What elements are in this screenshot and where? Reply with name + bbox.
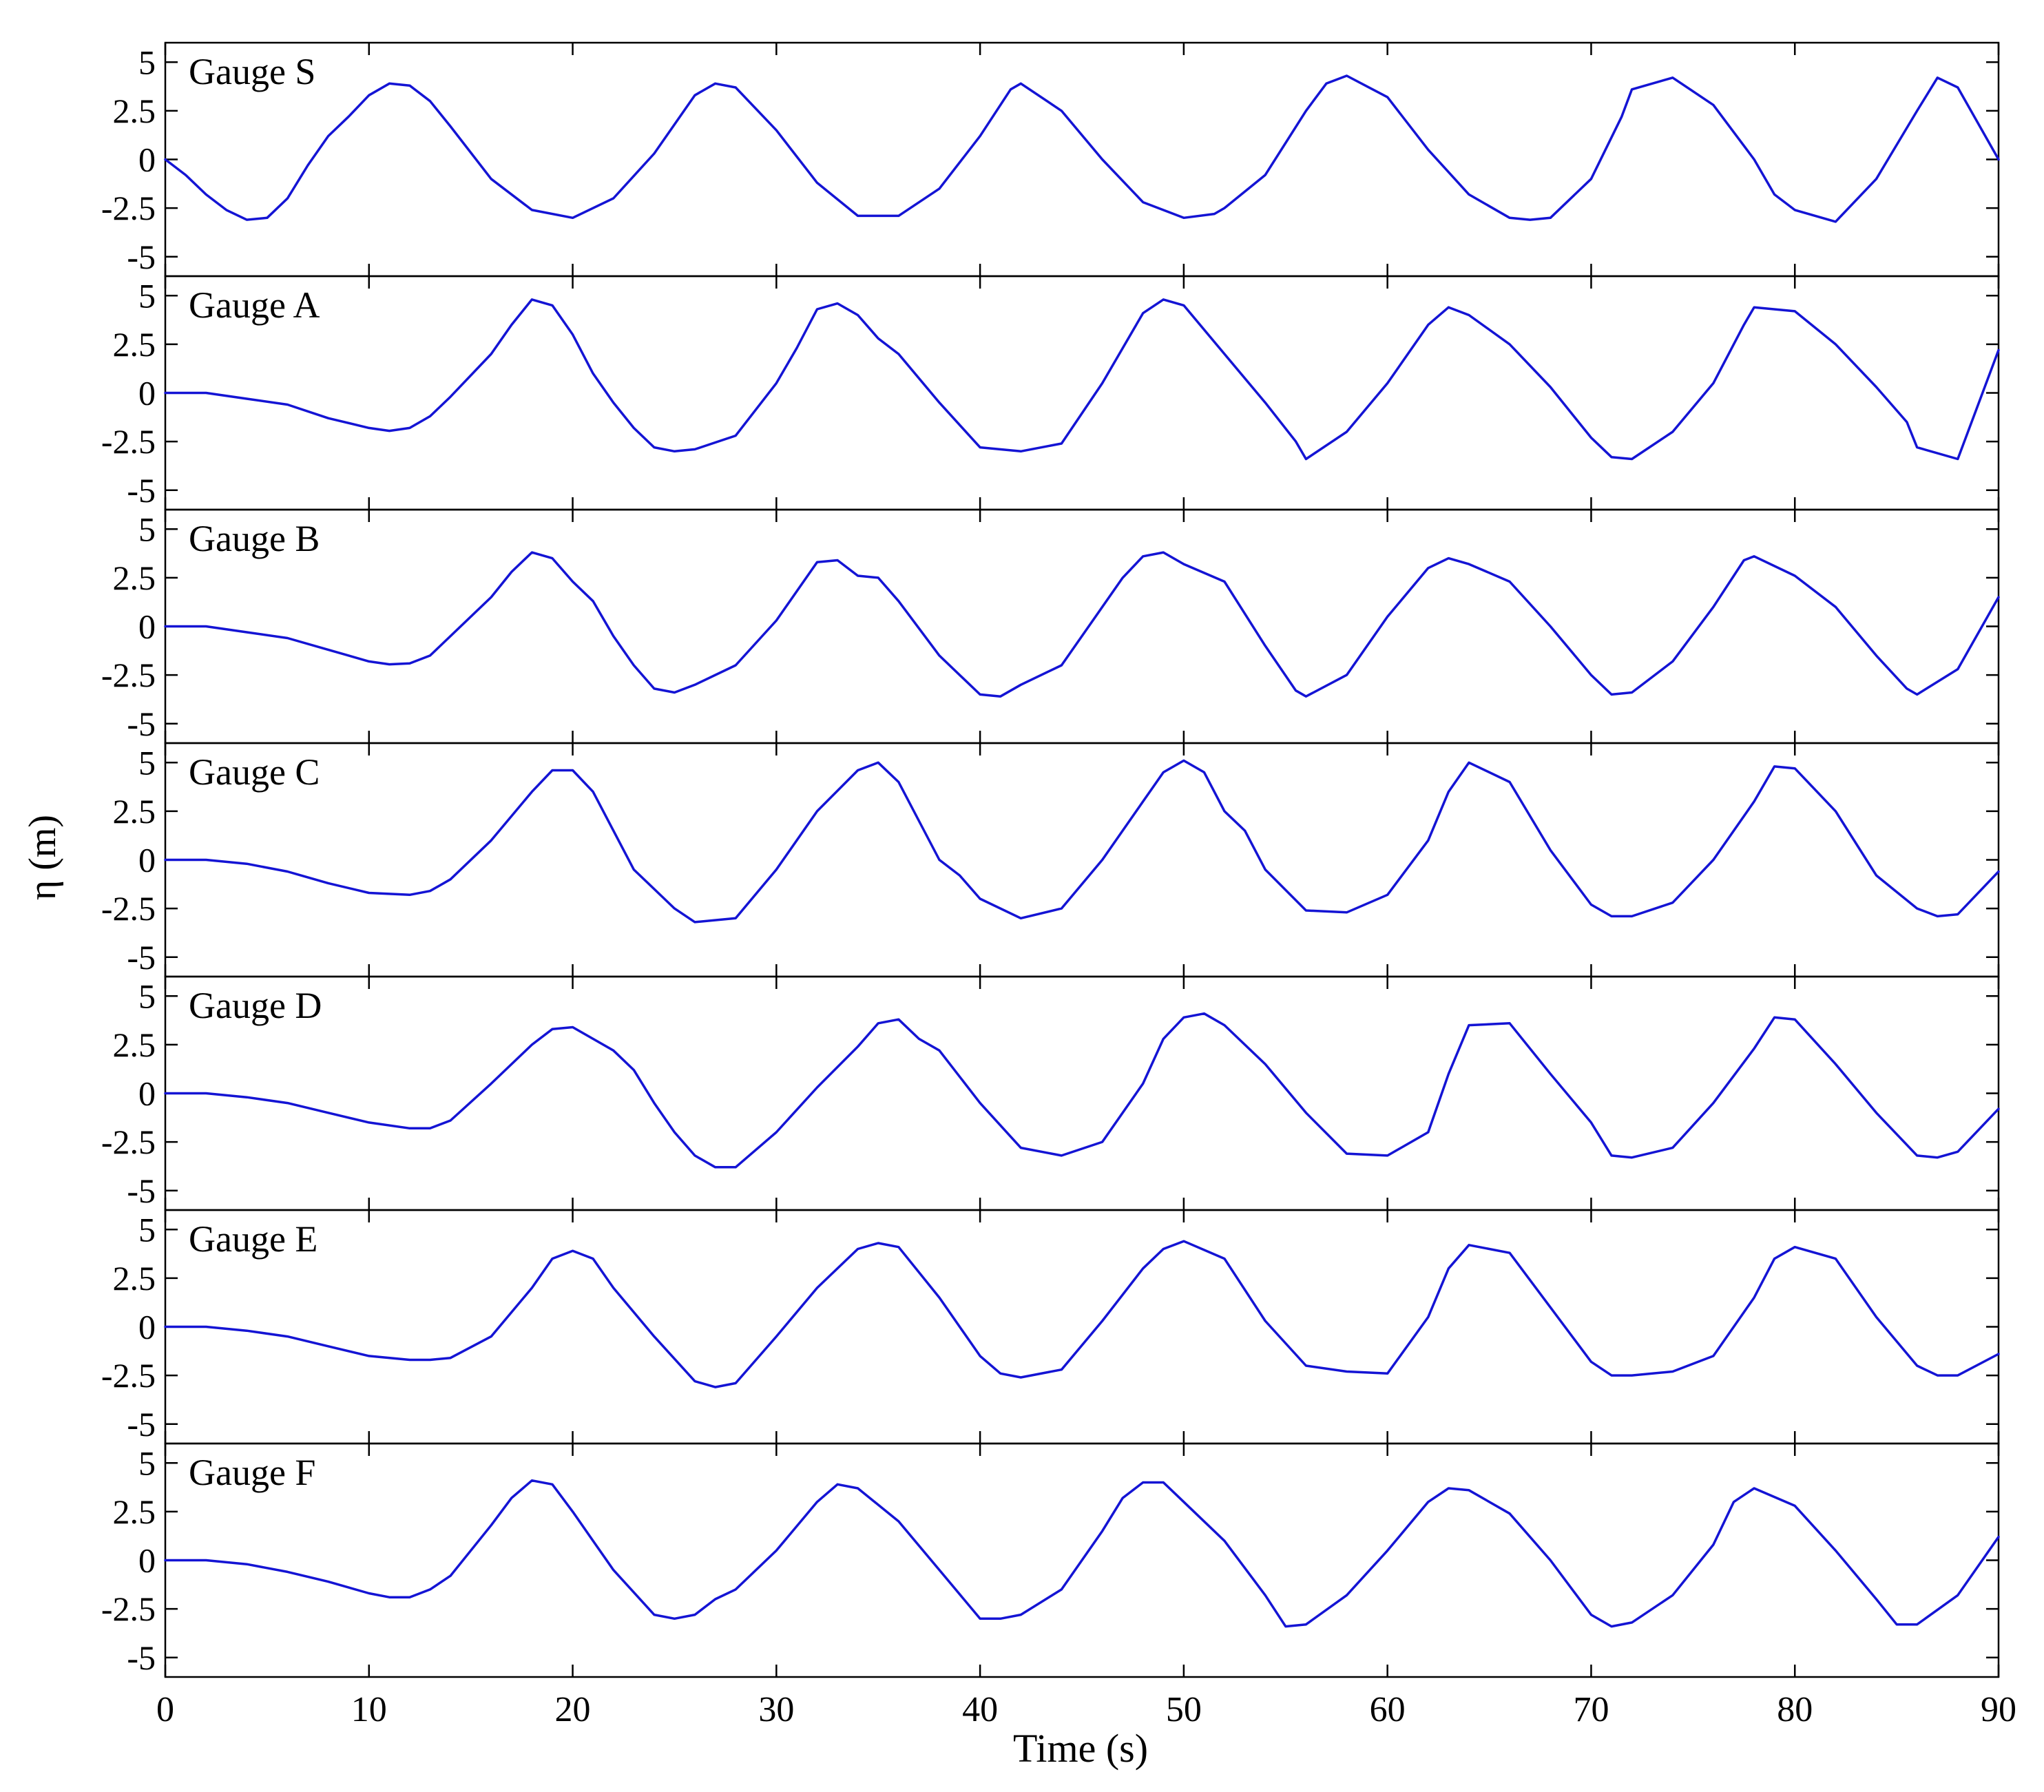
y-tick-label: 2.5 <box>113 325 156 364</box>
y-tick-label: -2.5 <box>101 889 156 928</box>
panel-label-gauge-f: Gauge F <box>189 1452 315 1493</box>
y-tick-label: 5 <box>138 510 156 548</box>
y-tick-label: 2.5 <box>113 792 156 831</box>
panel-label-gauge-b: Gauge B <box>189 518 320 559</box>
y-tick-label: -5 <box>127 1171 156 1210</box>
y-tick-label: 0 <box>138 1074 156 1113</box>
x-tick-label: 80 <box>1777 1690 1813 1729</box>
y-tick-label: -5 <box>127 1405 156 1444</box>
x-axis-label: Time (s) <box>1013 1726 1148 1771</box>
y-tick-label: 0 <box>138 841 156 879</box>
panel-label-gauge-a: Gauge A <box>189 284 320 326</box>
series-line-gauge-c <box>164 759 2000 924</box>
panel-label-gauge-s: Gauge S <box>189 51 315 92</box>
x-tick-label: 30 <box>758 1690 794 1729</box>
x-tick-label: 60 <box>1370 1690 1406 1729</box>
y-tick-label: 2.5 <box>113 92 156 130</box>
series-line-gauge-f <box>164 1479 2000 1628</box>
y-tick-label: 0 <box>138 1541 156 1580</box>
panel-label-gauge-d: Gauge D <box>189 985 322 1026</box>
panel-frame-gauge-b <box>164 508 2000 744</box>
y-tick-label: -2.5 <box>101 1590 156 1628</box>
x-tick-label: 20 <box>555 1690 591 1729</box>
y-tick-label: 0 <box>138 607 156 646</box>
panel-frame-gauge-d <box>164 975 2000 1211</box>
y-tick-label: -2.5 <box>101 189 156 227</box>
x-tick-label: 90 <box>1981 1690 2016 1729</box>
series-line-gauge-d <box>164 1012 2000 1169</box>
x-tick-label: 0 <box>156 1690 174 1729</box>
panel-label-gauge-c: Gauge C <box>189 751 320 793</box>
y-tick-label: -2.5 <box>101 1356 156 1395</box>
x-tick-label: 40 <box>962 1690 998 1729</box>
x-tick-label: 70 <box>1573 1690 1609 1729</box>
series-line-gauge-a <box>164 298 2000 461</box>
series-line-gauge-s <box>164 74 2000 223</box>
y-tick-label: 2.5 <box>113 1259 156 1298</box>
panel-frame-gauge-e <box>164 1209 2000 1445</box>
y-tick-label: 0 <box>138 140 156 179</box>
series-line-gauge-e <box>164 1240 2000 1388</box>
y-tick-label: 2.5 <box>113 559 156 597</box>
y-tick-label: 0 <box>138 1308 156 1346</box>
y-tick-label: -5 <box>127 938 156 977</box>
y-tick-label: 5 <box>138 743 156 782</box>
series-line-gauge-b <box>164 551 2000 698</box>
y-tick-label: 0 <box>138 374 156 413</box>
y-tick-label: 2.5 <box>113 1492 156 1531</box>
x-tick-label: 10 <box>351 1690 387 1729</box>
panel-frame-gauge-s <box>164 41 2000 278</box>
panel-label-gauge-e: Gauge E <box>189 1218 317 1260</box>
x-tick-label: 50 <box>1166 1690 1202 1729</box>
y-tick-label: -5 <box>127 471 156 510</box>
y-tick-label: 2.5 <box>113 1025 156 1064</box>
y-tick-label: 5 <box>138 43 156 81</box>
y-tick-label: 5 <box>138 1444 156 1482</box>
y-tick-label: -2.5 <box>101 422 156 461</box>
y-tick-label: -5 <box>127 238 156 276</box>
y-tick-label: -5 <box>127 705 156 743</box>
y-axis-label: η (m) <box>21 815 64 900</box>
y-tick-label: -2.5 <box>101 656 156 694</box>
y-tick-label: 5 <box>138 276 156 315</box>
y-tick-label: 5 <box>138 1210 156 1249</box>
panel-frame-gauge-c <box>164 742 2000 978</box>
y-tick-label: -5 <box>127 1638 156 1677</box>
y-tick-label: -2.5 <box>101 1123 156 1161</box>
y-tick-label: 5 <box>138 977 156 1015</box>
panel-frame-gauge-a <box>164 275 2000 511</box>
